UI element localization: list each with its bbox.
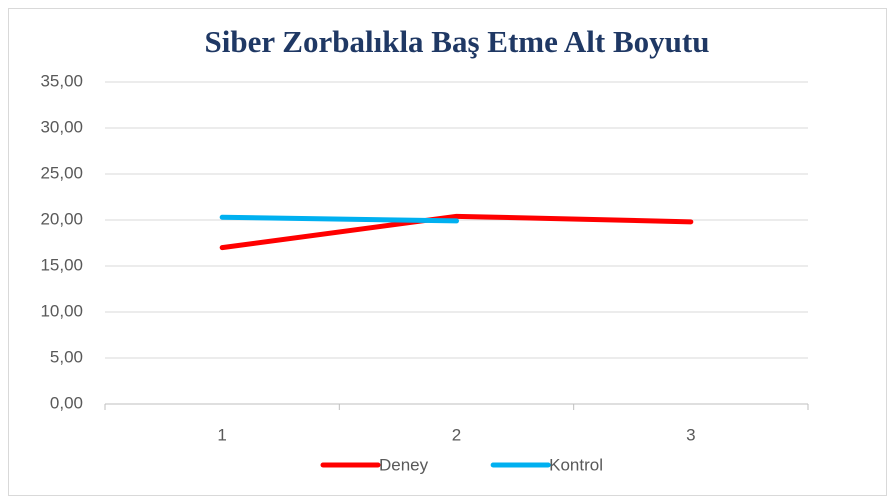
chart-title: Siber Zorbalıkla Baş Etme Alt Boyutu xyxy=(205,24,710,59)
line-series xyxy=(219,213,694,251)
chart-border xyxy=(8,8,887,496)
y-tick-label: 5,00 xyxy=(50,347,83,366)
line-series xyxy=(219,214,459,224)
x-tick-label: 1 xyxy=(217,425,226,444)
x-tick-label: 3 xyxy=(686,425,695,444)
y-tick-label: 20,00 xyxy=(40,209,83,228)
y-tick-label: 15,00 xyxy=(40,255,83,274)
y-tick-label: 10,00 xyxy=(40,301,83,320)
y-tick-label: 25,00 xyxy=(40,163,83,182)
y-tick-label: 0,00 xyxy=(50,393,83,412)
y-tick-label: 30,00 xyxy=(40,117,83,136)
legend-label: Kontrol xyxy=(549,455,603,474)
legend-label: Deney xyxy=(379,455,429,474)
y-tick-label: 35,00 xyxy=(40,71,83,90)
x-tick-label: 2 xyxy=(452,425,461,444)
